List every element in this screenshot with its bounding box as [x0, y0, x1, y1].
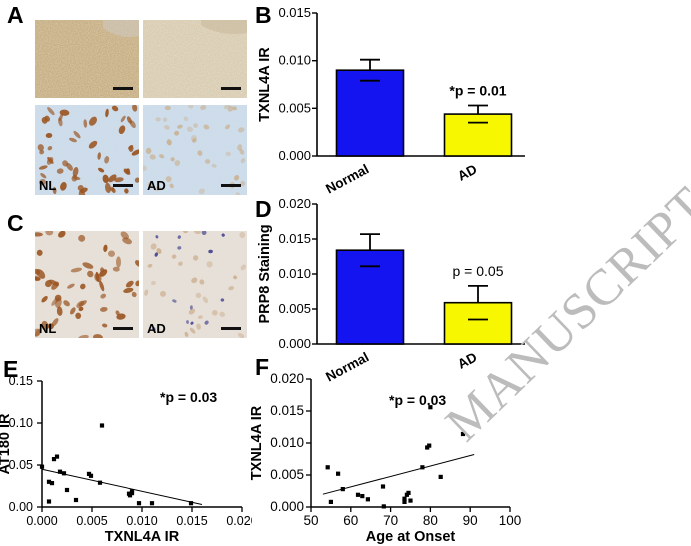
svg-text:0.000: 0.000 [270, 499, 304, 514]
svg-text:0.000: 0.000 [278, 336, 311, 351]
svg-text:60: 60 [343, 513, 358, 528]
svg-text:*p = 0.01: *p = 0.01 [449, 83, 506, 99]
svg-text:0.005: 0.005 [278, 100, 311, 115]
svg-text:50: 50 [303, 513, 318, 528]
svg-text:0.020: 0.020 [270, 371, 304, 386]
svg-text:Age at Onset: Age at Onset [366, 529, 456, 545]
svg-text:*p = 0.03: *p = 0.03 [160, 389, 217, 405]
svg-text:0.015: 0.015 [278, 231, 311, 246]
svg-text:TXNL4A IR: TXNL4A IR [249, 405, 265, 480]
svg-text:TXNL4A IR: TXNL4A IR [105, 529, 180, 545]
svg-text:PRP8 Staining: PRP8 Staining [257, 224, 273, 323]
svg-text:70: 70 [383, 513, 398, 528]
svg-text:0.000: 0.000 [278, 148, 311, 163]
svg-text:0.015: 0.015 [278, 5, 311, 20]
svg-text:0.000: 0.000 [26, 514, 57, 528]
svg-text:AD: AD [455, 161, 479, 184]
svg-text:*p = 0.03: *p = 0.03 [389, 392, 446, 408]
svg-text:0.010: 0.010 [278, 53, 311, 68]
svg-text:80: 80 [423, 513, 438, 528]
svg-text:0.020: 0.020 [278, 196, 311, 211]
svg-text:0.010: 0.010 [270, 435, 304, 450]
svg-text:p = 0.05: p = 0.05 [453, 263, 504, 279]
svg-text:0.15: 0.15 [9, 374, 33, 388]
svg-text:0.00: 0.00 [9, 500, 33, 514]
svg-text:0.005: 0.005 [278, 301, 311, 316]
svg-text:0.005: 0.005 [270, 467, 304, 482]
svg-text:0.015: 0.015 [176, 514, 207, 528]
svg-text:TXNL4A IR: TXNL4A IR [257, 47, 273, 122]
svg-text:0.005: 0.005 [76, 514, 107, 528]
svg-text:0.010: 0.010 [126, 514, 157, 528]
svg-text:100: 100 [499, 513, 522, 528]
svg-text:90: 90 [463, 513, 478, 528]
svg-text:AT180 IR: AT180 IR [0, 413, 13, 475]
svg-text:0.010: 0.010 [278, 266, 311, 281]
svg-text:0.015: 0.015 [270, 403, 304, 418]
